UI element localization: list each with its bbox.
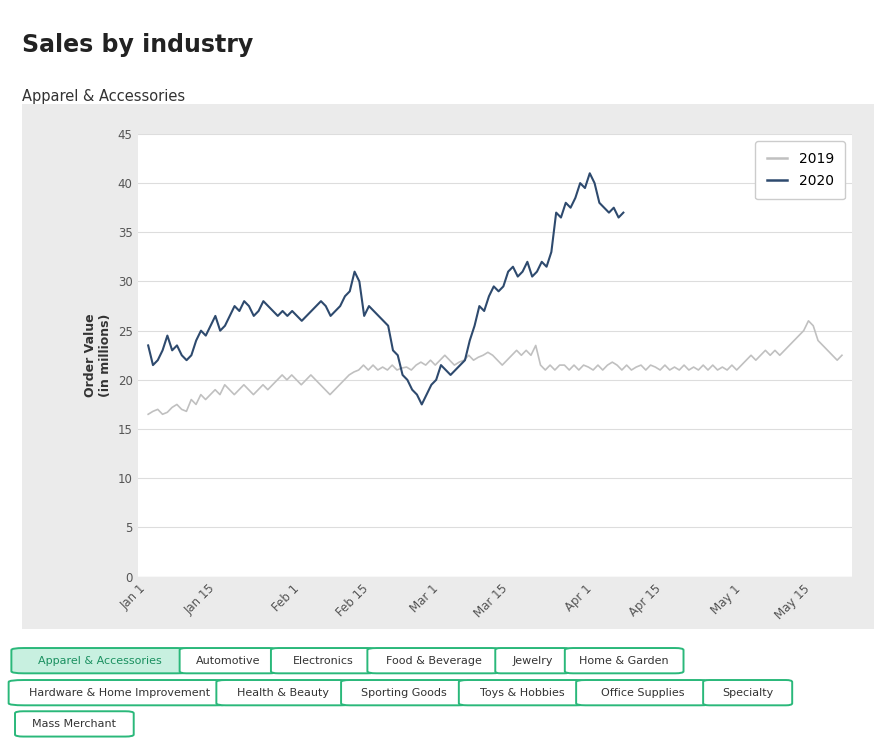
FancyBboxPatch shape: [179, 648, 277, 673]
FancyBboxPatch shape: [9, 680, 231, 705]
Text: Office Supplies: Office Supplies: [601, 687, 685, 698]
FancyBboxPatch shape: [565, 648, 683, 673]
FancyBboxPatch shape: [576, 680, 710, 705]
FancyBboxPatch shape: [12, 648, 189, 673]
Text: Automotive: Automotive: [195, 655, 260, 666]
FancyBboxPatch shape: [458, 680, 585, 705]
Text: Electronics: Electronics: [293, 655, 353, 666]
FancyBboxPatch shape: [15, 711, 134, 737]
Text: Sales by industry: Sales by industry: [22, 33, 253, 57]
Text: Specialty: Specialty: [722, 687, 773, 698]
Text: Jewelry: Jewelry: [512, 655, 553, 666]
FancyBboxPatch shape: [341, 680, 467, 705]
FancyBboxPatch shape: [703, 680, 792, 705]
FancyBboxPatch shape: [368, 648, 501, 673]
Text: Health & Beauty: Health & Beauty: [237, 687, 329, 698]
Text: Food & Beverage: Food & Beverage: [386, 655, 482, 666]
Text: Apparel & Accessories: Apparel & Accessories: [22, 89, 186, 104]
FancyBboxPatch shape: [271, 648, 375, 673]
Text: Sporting Goods: Sporting Goods: [361, 687, 447, 698]
Text: Hardware & Home Improvement: Hardware & Home Improvement: [29, 687, 211, 698]
Text: Toys & Hobbies: Toys & Hobbies: [480, 687, 565, 698]
Legend: 2019, 2020: 2019, 2020: [756, 141, 845, 199]
Text: Apparel & Accessories: Apparel & Accessories: [38, 655, 162, 666]
Text: Mass Merchant: Mass Merchant: [32, 719, 116, 729]
FancyBboxPatch shape: [495, 648, 569, 673]
Text: Home & Garden: Home & Garden: [579, 655, 669, 666]
Y-axis label: Order Value
(in millions): Order Value (in millions): [84, 313, 112, 397]
FancyBboxPatch shape: [217, 680, 350, 705]
